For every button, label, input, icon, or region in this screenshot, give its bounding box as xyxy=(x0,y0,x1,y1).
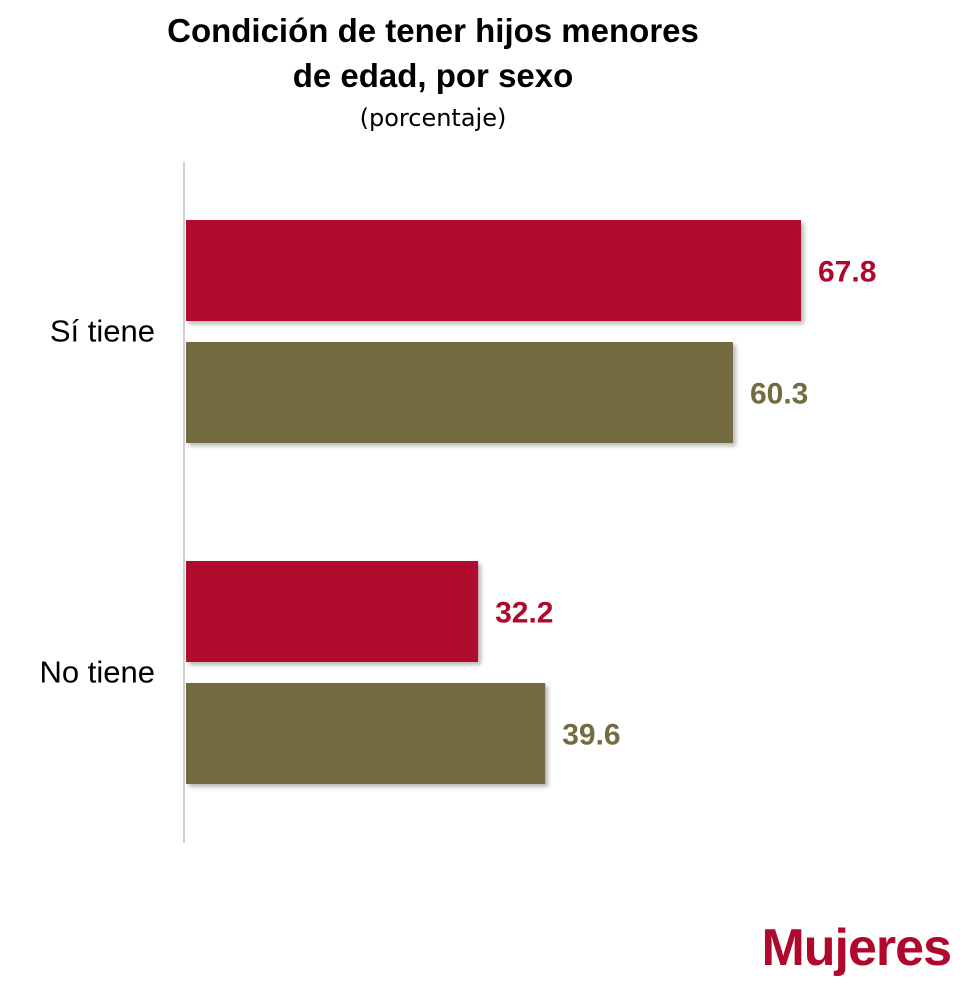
bar xyxy=(186,561,479,662)
chart-subtitle: (porcentaje) xyxy=(359,104,507,132)
bars-layer xyxy=(186,220,801,784)
labels-layer: Sí tiene 67.8 60.3 No tiene 32.2 39.6 xyxy=(40,256,877,752)
chart-title: Condición de tener hijos menores de edad… xyxy=(167,12,699,94)
bar xyxy=(186,220,801,321)
data-label: 39.6 xyxy=(562,719,620,752)
category-label: Sí tiene xyxy=(50,314,155,349)
data-label: 67.8 xyxy=(818,256,876,289)
bar xyxy=(186,683,546,784)
category-label: No tiene xyxy=(40,655,155,690)
data-label: 60.3 xyxy=(750,378,808,411)
data-label: 32.2 xyxy=(495,597,553,630)
brand-logo: Mujeres xyxy=(761,919,952,977)
bar xyxy=(186,342,733,443)
